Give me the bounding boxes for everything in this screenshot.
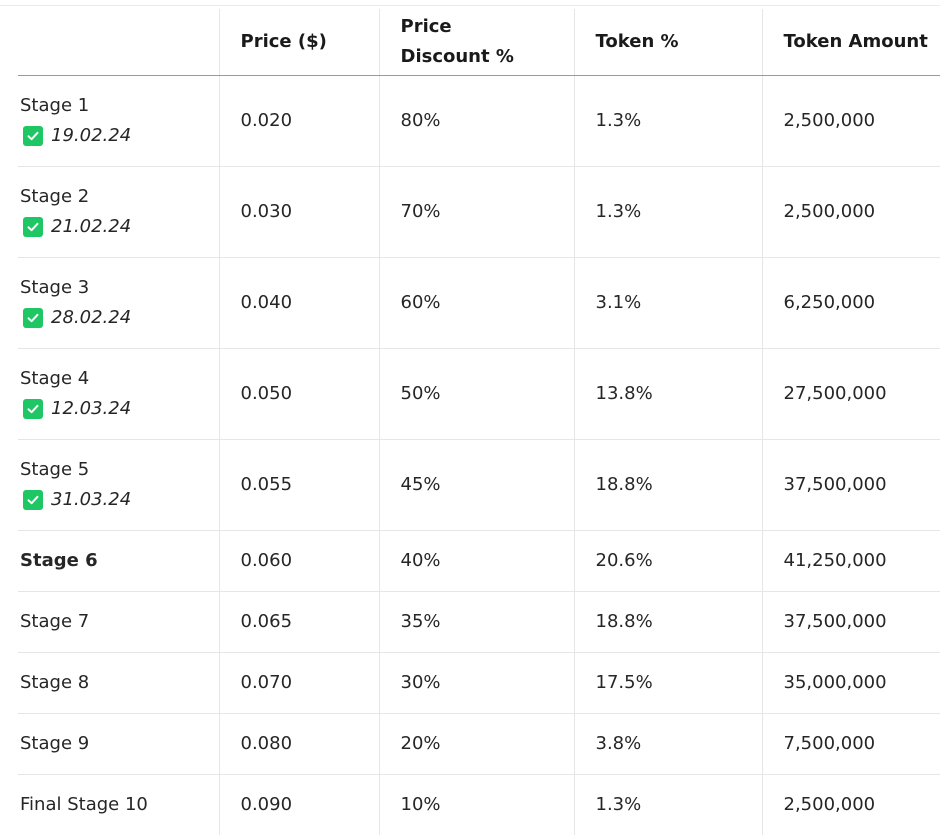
cell-token-amount: 35,000,000: [761, 652, 940, 714]
cell-discount: 20%: [378, 713, 574, 775]
cell-discount: 50%: [378, 348, 574, 440]
stage-name: Stage 6: [20, 549, 98, 571]
stage-name: Stage 1: [20, 94, 90, 116]
stage-completed-date: 28.02.24: [23, 303, 219, 333]
header-price: Price ($): [218, 9, 379, 76]
stage-completed-date: 31.03.24: [23, 485, 219, 515]
cell-token-amount: 2,500,000: [761, 774, 940, 835]
presale-stages-table: Price ($) Price Discount % Token % Token…: [18, 9, 940, 835]
stage-name: Stage 3: [20, 276, 90, 298]
header-price-discount-line2: Discount %: [400, 45, 514, 67]
cell-token-amount: 2,500,000: [761, 75, 940, 167]
table-row: Stage 3 28.02.24 0.040 60% 3.1% 6,250,000: [18, 257, 940, 349]
stage-name: Stage 4: [20, 367, 90, 389]
stage-date: 21.02.24: [51, 215, 132, 237]
cell-token-percent: 1.3%: [573, 75, 762, 167]
stage-date: 19.02.24: [51, 124, 132, 146]
cell-price: 0.080: [218, 713, 379, 775]
cell-stage: Stage 5 31.03.24: [18, 439, 219, 531]
header-stage: [18, 9, 219, 76]
top-divider: [0, 5, 940, 6]
cell-token-percent: 13.8%: [573, 348, 762, 440]
cell-token-percent: 3.8%: [573, 713, 762, 775]
stage-name: Stage 7: [20, 610, 90, 632]
cell-price: 0.060: [218, 530, 379, 592]
table-row: Stage 7 0.065 35% 18.8% 37,500,000: [18, 591, 940, 653]
cell-discount: 70%: [378, 166, 574, 258]
cell-stage: Final Stage 10: [18, 774, 219, 835]
cell-token-percent: 3.1%: [573, 257, 762, 349]
table-row: Stage 8 0.070 30% 17.5% 35,000,000: [18, 652, 940, 714]
table-header-row: Price ($) Price Discount % Token % Token…: [18, 9, 940, 76]
cell-stage: Stage 7: [18, 591, 219, 653]
cell-token-amount: 6,250,000: [761, 257, 940, 349]
table-row: Stage 5 31.03.24 0.055 45% 18.8% 37,500,000: [18, 439, 940, 531]
header-price-discount-line1: Price: [400, 15, 452, 37]
cell-price: 0.030: [218, 166, 379, 258]
cell-discount: 40%: [378, 530, 574, 592]
stage-name: Stage 8: [20, 671, 90, 693]
cell-discount: 45%: [378, 439, 574, 531]
header-token-amount: Token Amount: [761, 9, 940, 76]
cell-stage: Stage 3 28.02.24: [18, 257, 219, 349]
checkbox-checked-icon: [23, 489, 43, 510]
cell-price: 0.070: [218, 652, 379, 714]
cell-stage: Stage 4 12.03.24: [18, 348, 219, 440]
stage-name: Stage 2: [20, 185, 90, 207]
stage-date: 31.03.24: [51, 488, 132, 510]
checkbox-checked-icon: [23, 398, 43, 419]
cell-price: 0.090: [218, 774, 379, 835]
cell-price: 0.050: [218, 348, 379, 440]
stage-completed-date: 19.02.24: [23, 121, 219, 151]
header-price-discount: Price Discount %: [378, 9, 574, 76]
table-row: Stage 9 0.080 20% 3.8% 7,500,000: [18, 713, 940, 775]
checkbox-checked-icon: [23, 307, 43, 328]
cell-discount: 80%: [378, 75, 574, 167]
cell-discount: 30%: [378, 652, 574, 714]
table-row: Final Stage 10 0.090 10% 1.3% 2,500,000: [18, 774, 940, 835]
cell-token-percent: 1.3%: [573, 774, 762, 835]
stage-completed-date: 12.03.24: [23, 394, 219, 424]
cell-token-amount: 2,500,000: [761, 166, 940, 258]
stage-name: Final Stage 10: [20, 793, 148, 815]
cell-token-amount: 27,500,000: [761, 348, 940, 440]
table-row: Stage 2 21.02.24 0.030 70% 1.3% 2,500,000: [18, 166, 940, 258]
cell-token-amount: 37,500,000: [761, 591, 940, 653]
cell-discount: 60%: [378, 257, 574, 349]
cell-token-percent: 17.5%: [573, 652, 762, 714]
cell-discount: 10%: [378, 774, 574, 835]
stage-name: Stage 9: [20, 732, 90, 754]
table-row: Stage 1 19.02.24 0.020 80% 1.3% 2,500,000: [18, 75, 940, 167]
cell-token-amount: 7,500,000: [761, 713, 940, 775]
cell-price: 0.065: [218, 591, 379, 653]
cell-token-percent: 20.6%: [573, 530, 762, 592]
stage-name: Stage 5: [20, 458, 90, 480]
cell-token-percent: 18.8%: [573, 591, 762, 653]
table-row: Stage 4 12.03.24 0.050 50% 13.8% 27,500,000: [18, 348, 940, 440]
stage-completed-date: 21.02.24: [23, 212, 219, 242]
cell-stage: Stage 1 19.02.24: [18, 75, 219, 167]
table-row: Stage 6 0.060 40% 20.6% 41,250,000: [18, 530, 940, 592]
cell-price: 0.040: [218, 257, 379, 349]
cell-token-amount: 37,500,000: [761, 439, 940, 531]
cell-price: 0.055: [218, 439, 379, 531]
checkbox-checked-icon: [23, 216, 43, 237]
stage-date: 28.02.24: [51, 306, 132, 328]
cell-stage: Stage 9: [18, 713, 219, 775]
header-token-percent: Token %: [573, 9, 762, 76]
cell-stage: Stage 2 21.02.24: [18, 166, 219, 258]
cell-price: 0.020: [218, 75, 379, 167]
stage-date: 12.03.24: [51, 397, 132, 419]
cell-token-percent: 1.3%: [573, 166, 762, 258]
checkbox-checked-icon: [23, 125, 43, 146]
cell-token-amount: 41,250,000: [761, 530, 940, 592]
cell-discount: 35%: [378, 591, 574, 653]
cell-stage: Stage 8: [18, 652, 219, 714]
cell-stage: Stage 6: [18, 530, 219, 592]
cell-token-percent: 18.8%: [573, 439, 762, 531]
